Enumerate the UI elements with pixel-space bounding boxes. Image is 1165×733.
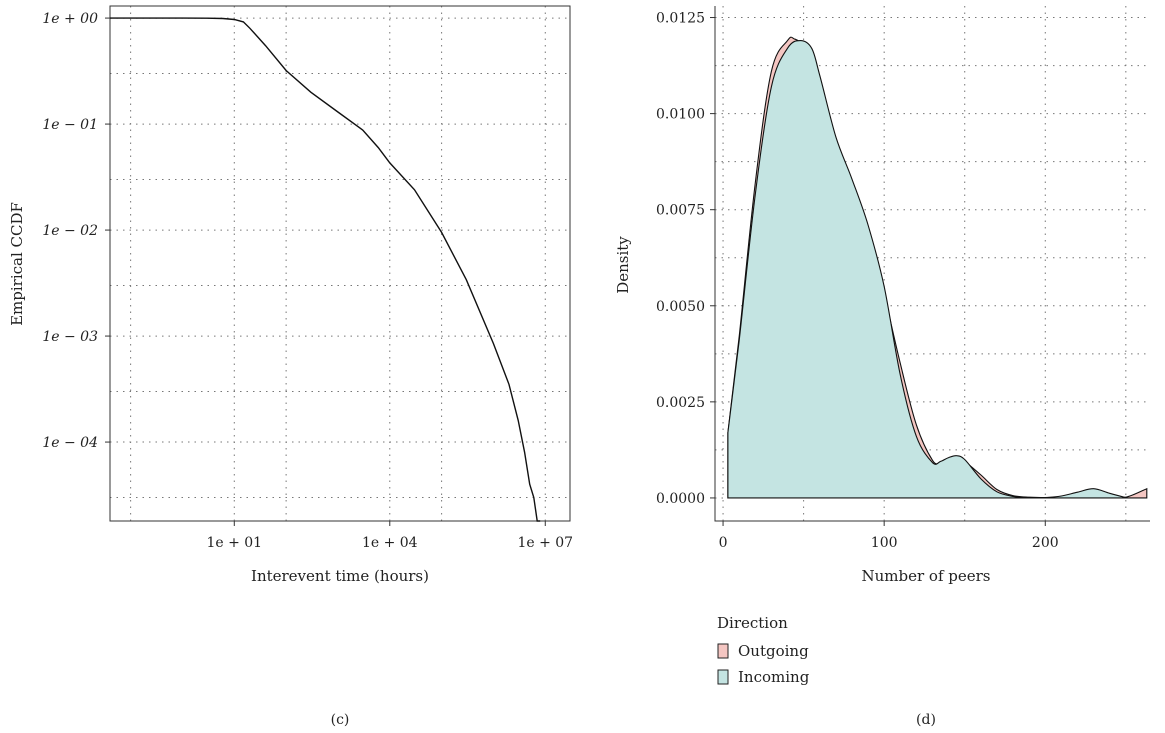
panel-c-y-axis-label: Empirical CCDF bbox=[8, 202, 26, 326]
panel-c-interevent-ccdf: 1e + 01 1e + 04 1e + 07 1e + 00 1e − 01 1e − … bbox=[8, 5, 573, 728]
panel-d-y-tick-label: 0.0125 bbox=[656, 11, 705, 27]
panel-c-x-tick-label: 1e + 04 bbox=[362, 535, 418, 551]
panel-d-y-tick-label: 0.0075 bbox=[656, 203, 705, 219]
panel-d-y-tick-label: 0.0050 bbox=[656, 299, 705, 315]
panel-d-y-axis-label: Density bbox=[614, 236, 632, 294]
panel-d-x-tick-label: 100 bbox=[871, 535, 898, 551]
legend-swatch-incoming bbox=[717, 669, 729, 685]
panel-c-grid bbox=[110, 6, 570, 521]
panel-c-y-tick-label: 1e − 01 bbox=[42, 117, 98, 133]
panel-c-x-axis-label: Interevent time (hours) bbox=[251, 567, 429, 585]
panel-d-incoming-area bbox=[727, 40, 1127, 499]
panel-c-x-tick-label: 1e + 01 bbox=[206, 535, 262, 551]
legend-swatch-outgoing bbox=[717, 643, 729, 659]
panel-d-plot-frame bbox=[714, 6, 1150, 522]
legend-title: Direction bbox=[717, 614, 788, 632]
panel-d-caption: (d) bbox=[916, 712, 936, 728]
legend-label-outgoing: Outgoing bbox=[738, 642, 809, 660]
panel-c-y-tick-label: 1e − 04 bbox=[42, 435, 98, 451]
panel-d-y-tick-label: 0.0000 bbox=[656, 491, 705, 507]
panel-d-x-tick-label: 200 bbox=[1032, 535, 1059, 551]
panel-d-x-tick-label: 0 bbox=[719, 535, 728, 551]
panel-c-y-tick-label: 1e + 00 bbox=[42, 11, 98, 27]
panel-c-plot-frame bbox=[109, 5, 571, 522]
panel-d-ticks: 0 100 200 0.0000 0.0025 0.0050 0.0075 0.0100 0.0… bbox=[656, 11, 1059, 551]
panel-d-x-axis-label: Number of peers bbox=[861, 567, 990, 585]
panel-d-peer-density: 0 100 200 0.0000 0.0025 0.0050 0.0075 0.0100 0.0… bbox=[614, 6, 1150, 728]
legend-label-incoming: Incoming bbox=[738, 668, 810, 686]
panel-c-y-tick-label: 1e − 02 bbox=[42, 223, 98, 239]
panel-c-caption: (c) bbox=[331, 712, 350, 728]
panel-c-ticks: 1e + 01 1e + 04 1e + 07 1e + 00 1e − 01 1e − … bbox=[42, 11, 573, 551]
panel-c-y-tick-label: 1e − 03 bbox=[42, 329, 98, 345]
panel-c-x-tick-label: 1e + 07 bbox=[517, 535, 573, 551]
panel-d-y-tick-label: 0.0100 bbox=[656, 107, 705, 123]
panel-d-y-tick-label: 0.0025 bbox=[656, 395, 705, 411]
legend: Direction Outgoing Incoming bbox=[717, 614, 810, 686]
panel-c-ccdf-line bbox=[110, 17, 541, 522]
